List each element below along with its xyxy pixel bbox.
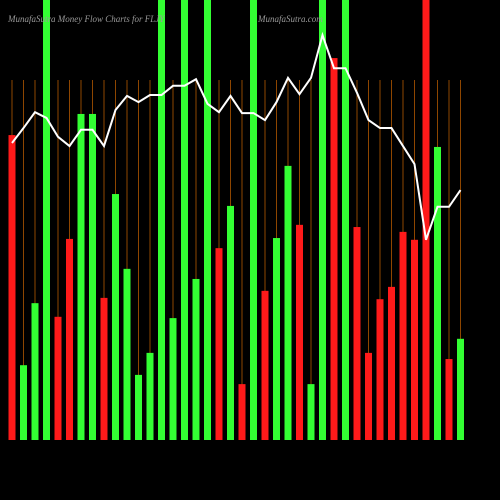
bar xyxy=(319,0,326,440)
bar xyxy=(422,0,430,440)
bar xyxy=(330,58,338,441)
bar xyxy=(100,297,108,440)
bar xyxy=(123,268,131,440)
bar xyxy=(261,290,269,440)
bar xyxy=(399,231,407,440)
bar xyxy=(20,365,27,440)
bar xyxy=(342,0,349,440)
bar xyxy=(273,238,280,440)
bar xyxy=(457,338,464,440)
bar xyxy=(54,316,62,440)
bar xyxy=(192,278,200,440)
bar xyxy=(434,146,441,440)
bar xyxy=(365,352,372,440)
bar xyxy=(238,384,246,440)
bar xyxy=(146,352,154,440)
bar xyxy=(135,374,142,440)
bar xyxy=(112,194,119,440)
bar xyxy=(169,318,177,440)
chart-title: MunafaSutra Money Flow Charts for FLJY xyxy=(7,14,165,24)
money-flow-line xyxy=(11,31,462,241)
bar xyxy=(307,384,315,440)
bar xyxy=(31,303,39,440)
bar xyxy=(158,0,165,440)
bar xyxy=(376,299,384,440)
chart-subtitle: MunafaSutra.com xyxy=(257,14,323,24)
bar xyxy=(43,0,50,440)
bar xyxy=(66,238,73,440)
bar xyxy=(296,224,303,440)
bar xyxy=(250,0,257,440)
bar xyxy=(353,227,361,440)
bar xyxy=(411,239,418,440)
bar xyxy=(445,359,453,440)
bar xyxy=(77,113,85,441)
bar xyxy=(89,113,96,441)
bar xyxy=(181,0,188,440)
bar xyxy=(227,205,234,440)
bar xyxy=(215,248,223,440)
bar xyxy=(8,135,16,440)
bar xyxy=(388,286,395,440)
bar xyxy=(284,165,292,440)
bar xyxy=(204,0,211,440)
